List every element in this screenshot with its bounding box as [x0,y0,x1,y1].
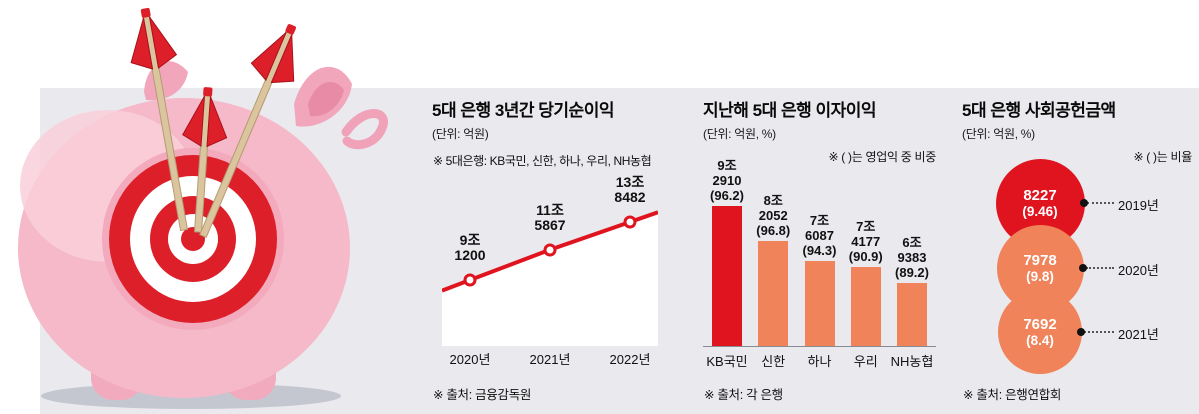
leader-line [1084,331,1114,333]
bar [897,283,927,346]
source-note: ※ 출처: 은행연합회 [963,388,1062,402]
chart-social-contribution: 5대 은행 사회공헌금액 (단위: 억원, %) ※ ( )는 비율 8227 … [962,96,1192,410]
x-axis-label: NH농협 [890,354,934,369]
data-label: 13조 8482 [614,174,646,205]
bubble-plot: 8227 (9.46) 2019년 7978 (9.8) 2020년 7692 [962,158,1192,382]
bar-group: 7조 6087 (94.3) [798,213,842,346]
leader-dot [1079,199,1088,207]
target-bullseye [102,148,284,330]
piggy-bank-illustration [18,7,388,409]
x-axis-label: 신한 [761,354,786,369]
source-note: ※ 출처: 금융감독원 [433,388,532,402]
dart-arrow-icon [199,24,296,239]
year-label: 2021년 [1118,327,1159,342]
chart-title: 5대 은행 사회공헌금액 [962,101,1116,120]
chart-note: ※ ( )는 비율 [1133,150,1193,164]
chart-unit: (단위: 억원, %) [962,127,1035,141]
bar [850,267,881,346]
data-label: 9조 1200 [454,232,486,263]
x-axis-label: 우리 [853,354,878,369]
x-axis-labels: 2020년 2021년 2022년 [432,349,672,367]
dart-arrow-icon [182,87,228,233]
bar-group: 6조 9383 (89.2) [890,235,934,346]
bar [712,206,742,346]
chart-net-profit-3yr: 5대 은행 3년간 당기순이익 (단위: 억원) ※ 5대은행: KB국민, 신… [432,96,672,410]
leader-line [1086,202,1114,204]
x-axis-label: 2020년 [449,352,491,367]
source-note: ※ 출처: 각 은행 [704,388,783,402]
bar-group: 8조 2052 (96.8) [751,193,795,346]
chart-title: 지난해 5대 은행 이자이익 [703,101,877,120]
chart-note: ※ 5대은행: KB국민, 신한, 하나, 우리, NH농협 [433,154,652,168]
dart-arrow-icon [130,7,189,232]
leader-dot [1078,264,1087,272]
dart-arrows [130,7,296,239]
data-label: 8조 2052 (96.8) [756,193,791,238]
bar-group: 9조 2910 (96.2) [705,158,749,346]
year-label: 2019년 [1118,198,1159,213]
leader-line [1085,267,1114,269]
chart-unit: (단위: 억원, %) [703,127,776,141]
data-label: 6조 9383 (89.2) [895,235,929,280]
x-axis-labels: KB국민 신한 하나 우리 NH농협 [703,351,936,370]
data-label: 9조 2910 (96.2) [710,158,744,203]
year-label: 2020년 [1118,263,1159,278]
x-axis-label: 하나 [807,354,832,369]
data-label: 7조 4177 (90.9) [848,219,883,264]
bar-group: 7조 4177 (90.9) [844,219,888,346]
pig-ear-inner [308,81,344,117]
chart-unit: (단위: 억원) [432,127,489,141]
line-plot: 9조 1200 11조 5867 13조 8482 [442,175,658,346]
chart-title: 5대 은행 3년간 당기순이익 [432,101,614,120]
x-axis-label: 2022년 [609,352,651,367]
chart-note: ※ ( )는 영업익 중 비중 [828,150,937,164]
bubble: 7692 (8.4) [998,290,1082,374]
chart-interest-income: 지난해 5대 은행 이자이익 (단위: 억원, %) ※ ( )는 영업익 중 … [703,96,936,410]
pig-tail [341,109,388,150]
x-axis-label: KB국민 [706,354,748,369]
bar [804,261,835,346]
data-point [543,243,557,257]
leader-dot [1077,328,1085,336]
data-label: 7조 6087 (94.3) [802,213,837,258]
data-label: 11조 5867 [534,201,566,233]
data-point [623,215,637,229]
bar-plot: 9조 2910 (96.2) 8조 2052 (96.8) 7조 6087 [703,156,936,347]
data-point [463,273,477,287]
bar [758,241,789,346]
x-axis-label: 2021년 [529,352,571,367]
